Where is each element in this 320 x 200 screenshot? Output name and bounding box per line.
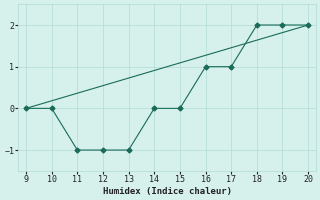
X-axis label: Humidex (Indice chaleur): Humidex (Indice chaleur) <box>103 187 232 196</box>
